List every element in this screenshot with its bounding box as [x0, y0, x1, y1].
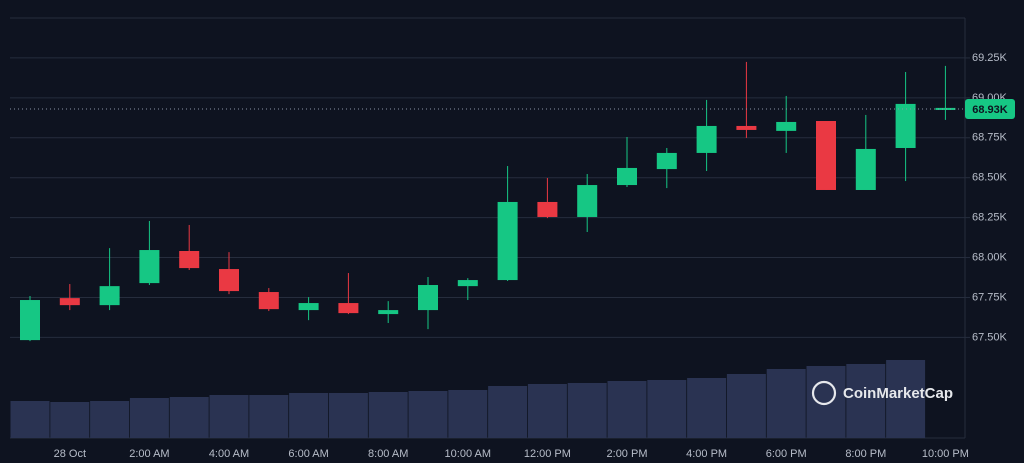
x-tick-label: 8:00 AM: [368, 448, 408, 460]
volume-bar: [50, 402, 90, 438]
candle-body: [736, 125, 757, 130]
candle-body: [59, 298, 80, 306]
volume-bar: [647, 380, 687, 438]
x-tick-label: 6:00 AM: [288, 448, 328, 460]
volume-bar: [90, 401, 130, 438]
y-tick-label: 68.00K: [972, 251, 1008, 263]
candle-body: [179, 250, 200, 269]
last-price-badge: [965, 99, 1015, 120]
last-price-label: 68.93K: [972, 104, 1008, 116]
volume-bar: [169, 397, 209, 438]
x-tick-label: 28 Oct: [54, 448, 86, 460]
x-tick-label: 12:00 PM: [524, 448, 571, 460]
x-tick-label: 4:00 PM: [686, 448, 727, 460]
candle-body: [855, 148, 876, 190]
candle-body: [696, 125, 717, 153]
volume-bar: [488, 386, 528, 438]
volume-bar: [289, 393, 329, 438]
candle-body: [935, 107, 956, 110]
volume-bar: [10, 401, 50, 438]
candle-body: [497, 201, 518, 281]
candle-body: [816, 121, 836, 190]
volume-bar: [567, 383, 607, 438]
candle-body: [656, 152, 677, 170]
candle-body: [776, 121, 797, 131]
watermark: CoinMarketCap: [843, 385, 953, 402]
logo: CoinMarketCap: [811, 380, 953, 406]
candle-body: [418, 285, 438, 311]
x-tick-label: 10:00 PM: [922, 448, 969, 460]
volume-bar: [806, 366, 846, 438]
volume-bar: [368, 392, 408, 438]
candle-body: [577, 185, 598, 217]
x-tick-label: 2:00 AM: [129, 448, 169, 460]
y-tick-label: 69.25K: [972, 52, 1008, 64]
candle-body: [457, 280, 478, 287]
volume-bar: [766, 369, 806, 438]
x-tick-label: 6:00 PM: [766, 448, 807, 460]
candle-body: [219, 269, 239, 292]
candle-body: [139, 250, 160, 284]
volume-bar: [328, 393, 368, 438]
y-tick-label: 68.75K: [972, 132, 1008, 144]
x-tick-label: 2:00 PM: [607, 448, 648, 460]
volume-bar: [129, 398, 169, 438]
volume-bar: [408, 391, 448, 438]
y-tick-label: 68.25K: [972, 212, 1008, 224]
logo-icon: [811, 380, 837, 406]
volume-bar: [607, 381, 647, 438]
candle-body: [617, 167, 637, 186]
volume-bar: [209, 395, 249, 438]
y-tick-label: 67.50K: [972, 331, 1008, 343]
volume-bar: [249, 395, 289, 438]
candle-body: [338, 303, 359, 314]
candle-body: [378, 310, 399, 315]
x-tick-label: 8:00 PM: [845, 448, 886, 460]
volume-bar: [687, 378, 727, 438]
y-tick-label: 67.75K: [972, 291, 1008, 303]
volume-bar: [448, 390, 488, 438]
candle-body: [20, 300, 40, 341]
candle-body: [895, 103, 916, 148]
x-tick-label: 10:00 AM: [445, 448, 491, 460]
candle-body: [258, 292, 279, 310]
volume-bar: [726, 374, 766, 438]
x-tick-label: 4:00 AM: [209, 448, 249, 460]
y-tick-label: 68.50K: [972, 172, 1008, 184]
candle-body: [298, 303, 319, 311]
volume-bar: [846, 364, 886, 438]
candle-body: [537, 201, 558, 217]
volume-bar: [886, 360, 926, 438]
candle-body: [99, 286, 120, 306]
volume-bar: [527, 384, 567, 438]
